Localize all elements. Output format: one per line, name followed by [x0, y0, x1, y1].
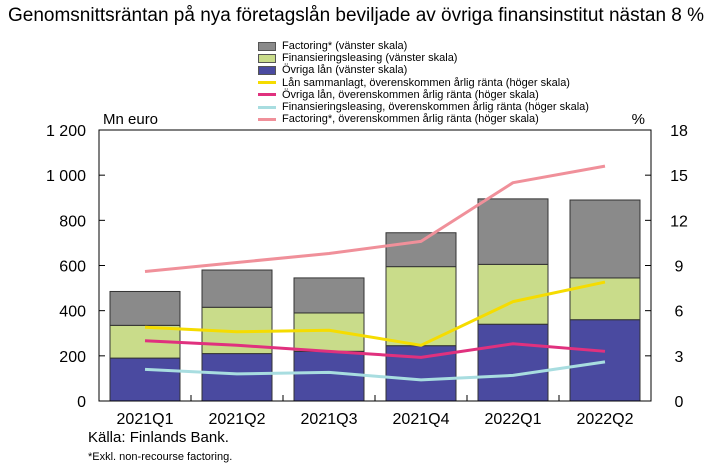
- right-tick-label: 12: [670, 213, 688, 230]
- bar-segment-2-2: [293, 277, 365, 314]
- legend-item-5: Finansieringsleasing, överenskommen årli…: [258, 101, 589, 113]
- legend-label: Factoring* (vänster skala): [282, 40, 408, 52]
- legend-item-0: Factoring* (vänster skala): [258, 40, 589, 52]
- legend-swatch: [258, 105, 276, 109]
- x-tick-label: 2021Q2: [209, 411, 266, 428]
- x-tick-label: 2021Q1: [117, 411, 174, 428]
- legend-label: Finansieringsleasing, överenskommen årli…: [282, 100, 589, 113]
- bar-segment-1-5: [569, 277, 641, 321]
- line-series-1: [144, 339, 606, 359]
- line-series-2: [144, 360, 606, 382]
- legend-swatch: [258, 117, 276, 121]
- legend-item-6: Factoring*, överenskommen årlig ränta (h…: [258, 113, 589, 125]
- legend-item-4: Övriga lån, överenskommen årlig ränta (h…: [258, 89, 589, 101]
- line-series-3: [144, 164, 606, 274]
- bar-segment-1-3: [385, 266, 457, 347]
- right-tick-label: 15: [670, 168, 688, 185]
- bar-segment-0-0: [109, 357, 181, 402]
- legend-label: Övriga lån (vänster skala): [282, 64, 408, 77]
- right-tick-label: 9: [675, 259, 684, 276]
- left-tick-label: 800: [59, 213, 86, 230]
- x-tick-label: 2022Q2: [577, 411, 634, 428]
- legend-swatch: [258, 81, 276, 85]
- legend-label: Finansieringsleasing (vänster skala): [282, 52, 458, 65]
- bar-segment-1-4: [477, 263, 549, 325]
- right-axis-label: %: [632, 111, 645, 128]
- line-series-0: [144, 280, 606, 347]
- legend-swatch: [258, 41, 276, 51]
- bar-segment-2-5: [569, 199, 641, 279]
- x-tick-label: 2021Q4: [393, 411, 450, 428]
- bar-segment-0-2: [293, 350, 365, 402]
- legend-item-3: Lån sammanlagt, överenskommen årlig ränt…: [258, 77, 589, 89]
- bar-segment-2-4: [477, 198, 549, 265]
- left-tick-label: 1 000: [46, 168, 86, 185]
- footnote: *Exkl. non-recourse factoring.: [88, 451, 233, 463]
- bar-layer: [109, 198, 641, 402]
- left-tick-label: 1 200: [46, 123, 86, 140]
- right-tick-label: 3: [675, 349, 684, 366]
- bar-segment-0-5: [569, 319, 641, 402]
- x-tick-label: 2022Q1: [485, 411, 542, 428]
- legend-swatch: [258, 53, 276, 63]
- legend-label: Lån sammanlagt, överenskommen årlig ränt…: [282, 76, 570, 89]
- legend-label: Factoring*, överenskommen årlig ränta (h…: [282, 113, 539, 126]
- bar-segment-2-1: [201, 269, 273, 308]
- left-tick-label: 0: [77, 394, 86, 411]
- left-axis-label: Mn euro: [103, 111, 158, 128]
- plot-frame: [98, 129, 652, 402]
- bar-segment-2-0: [109, 290, 181, 326]
- right-tick-label: 18: [670, 123, 688, 140]
- legend-item-2: Övriga lån (vänster skala): [258, 64, 589, 76]
- right-tick-label: 0: [675, 394, 684, 411]
- legend-label: Övriga lån, överenskommen årlig ränta (h…: [282, 88, 539, 101]
- left-tick-label: 400: [59, 304, 86, 321]
- chart-title: Genomsnittsräntan på nya företagslån bev…: [8, 5, 705, 26]
- axes-layer: 0 200 400 600 800 1 000 1 200 0 3 6 9 12 15 18 2021Q1 2…: [46, 111, 688, 428]
- x-tick-label: 2021Q3: [301, 411, 358, 428]
- right-tick-label: 6: [675, 304, 684, 321]
- left-tick-label: 600: [59, 259, 86, 276]
- bar-segment-0-1: [201, 353, 273, 402]
- source-note: Källa: Finlands Bank.: [88, 429, 229, 446]
- legend: Factoring* (vänster skala) Finansieringsl…: [258, 40, 589, 125]
- bar-segment-0-4: [477, 323, 549, 402]
- line-layer: [144, 164, 606, 382]
- left-tick-label: 200: [59, 349, 86, 366]
- legend-item-1: Finansieringsleasing (vänster skala): [258, 52, 589, 64]
- legend-swatch: [258, 93, 276, 97]
- bar-segment-2-3: [385, 232, 457, 268]
- legend-swatch: [258, 65, 276, 75]
